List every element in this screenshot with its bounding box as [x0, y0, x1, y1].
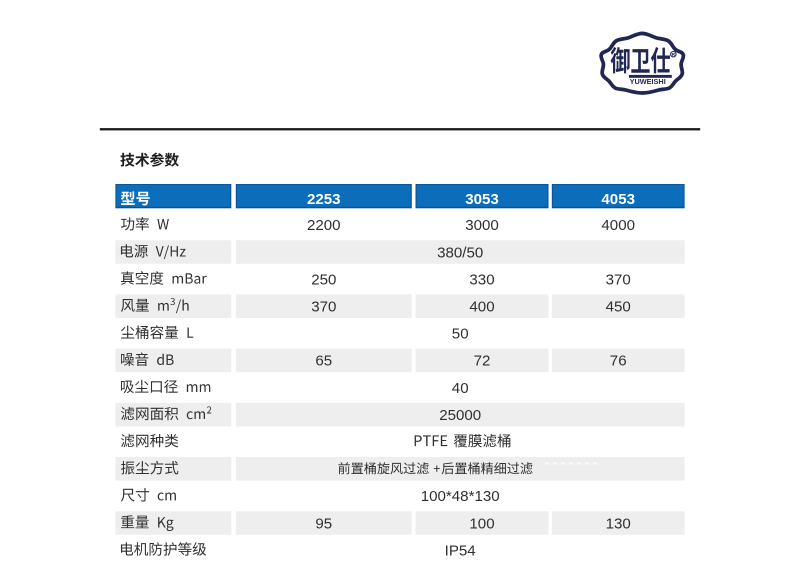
svg-text:450: 450	[606, 299, 631, 316]
svg-text:40: 40	[452, 380, 469, 397]
svg-text:3000: 3000	[465, 217, 499, 234]
svg-text:IP54: IP54	[445, 542, 476, 559]
svg-text:76: 76	[610, 353, 627, 370]
svg-text:100: 100	[469, 515, 494, 532]
svg-text:YUWEISHI: YUWEISHI	[630, 77, 666, 86]
svg-text:400: 400	[469, 299, 494, 316]
svg-text:95: 95	[315, 515, 332, 532]
svg-text:380/50: 380/50	[437, 244, 483, 261]
svg-text:4000: 4000	[601, 217, 635, 234]
svg-text:4053: 4053	[601, 191, 635, 208]
svg-text:72: 72	[474, 353, 491, 370]
svg-text:2253: 2253	[307, 191, 341, 208]
svg-text:R: R	[672, 52, 676, 58]
svg-text:2200: 2200	[307, 217, 341, 234]
svg-text:370: 370	[606, 271, 631, 288]
svg-text:50: 50	[452, 326, 469, 343]
svg-text:65: 65	[315, 353, 332, 370]
svg-text:370: 370	[311, 299, 336, 316]
svg-text:250: 250	[311, 271, 336, 288]
svg-text:3053: 3053	[465, 191, 499, 208]
svg-text:100*48*130: 100*48*130	[421, 488, 500, 505]
svg-text:330: 330	[469, 271, 494, 288]
svg-text:25000: 25000	[439, 407, 481, 424]
svg-text:130: 130	[606, 515, 631, 532]
